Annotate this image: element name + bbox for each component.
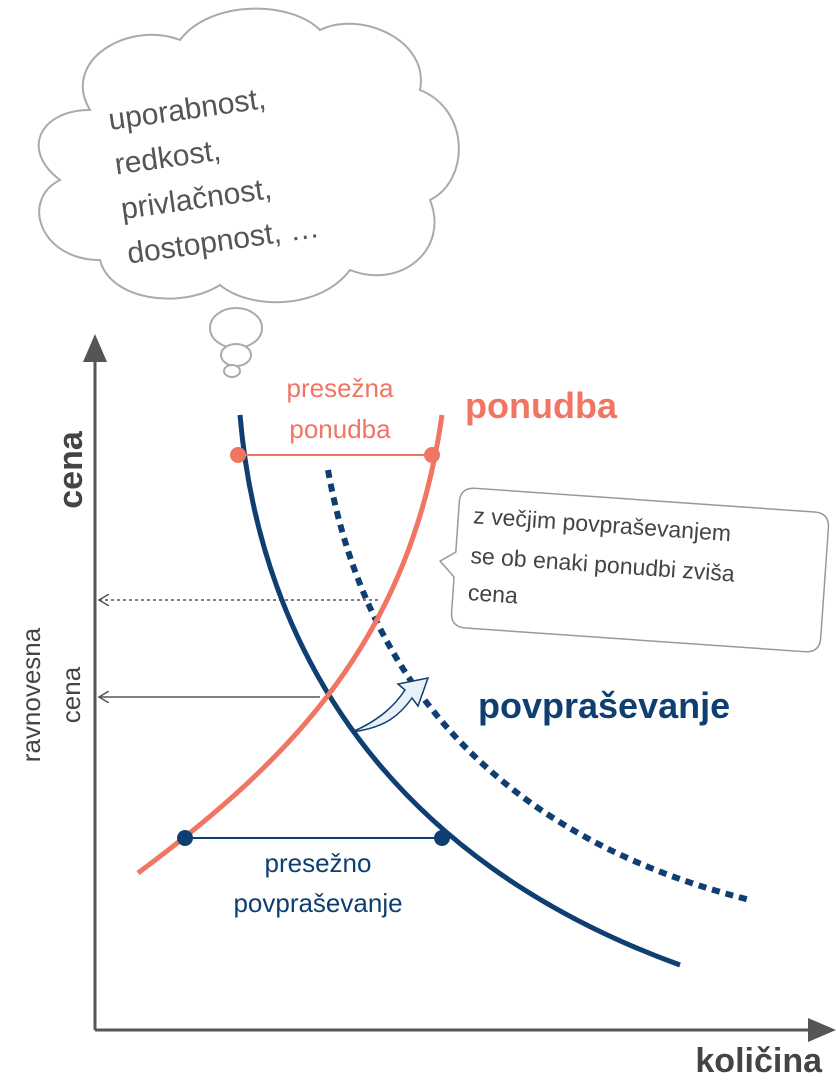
point	[424, 447, 440, 463]
x-axis-label: količina	[695, 1042, 823, 1080]
cloud-bubble	[220, 343, 252, 367]
excess-supply-label: presežna	[287, 373, 394, 403]
demand-label: povpraševanje	[478, 685, 730, 726]
supply-curve	[136, 414, 445, 876]
shifted-demand-curve	[325, 469, 751, 903]
y-axis-label: cena	[52, 430, 90, 509]
equilibrium-label: cena	[56, 666, 86, 723]
shift-arrow	[351, 677, 430, 733]
cloud-bubble	[223, 364, 241, 378]
equilibrium-label: ravnovesna	[16, 627, 46, 762]
supply-label: ponudba	[465, 385, 618, 426]
point	[177, 830, 193, 846]
thought-cloud	[37, 7, 460, 304]
y-axis-arrow	[83, 334, 107, 362]
cloud-bubble	[209, 307, 263, 349]
excess-supply-label: ponudba	[289, 414, 391, 444]
demand-curve	[237, 414, 681, 968]
callout-text: cena	[467, 579, 519, 608]
callout-box	[438, 487, 830, 653]
point	[230, 447, 246, 463]
x-axis-arrow	[808, 1018, 836, 1042]
excess-demand-label: povpraševanje	[233, 888, 402, 918]
excess-demand-label: presežno	[265, 848, 372, 878]
point	[434, 830, 450, 846]
